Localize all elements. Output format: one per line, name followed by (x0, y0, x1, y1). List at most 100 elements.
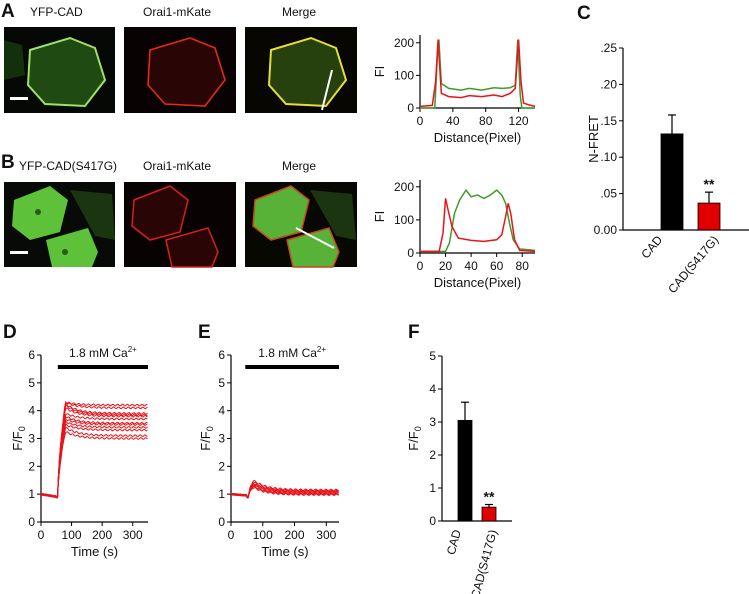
y-tick-label: .05 (600, 187, 617, 201)
fluorescence-trace (40, 401, 148, 499)
chart-C: 0.00 .05 .10 .15 .20 .25 N-FRET CAD CAD(S417G) ** (586, 41, 749, 296)
x-tick-label: 300 (316, 528, 336, 542)
y-tick-label: 6 (218, 348, 225, 362)
y-tick-label: 0 (407, 246, 414, 260)
image-label-merge-a: Merge (282, 5, 316, 19)
bar-cads417g (697, 202, 721, 231)
profile-red-line (420, 198, 536, 253)
y-tick-label: 6 (28, 348, 35, 362)
y-tick-label: .25 (600, 41, 617, 55)
panel-label-c: C (577, 3, 591, 24)
x-tick-label: 0 (228, 528, 235, 542)
micrograph-orai1-b (124, 182, 236, 268)
x-tick-label: 20 (439, 259, 453, 273)
x-tick-label: 80 (516, 259, 530, 273)
x-axis-label: Distance(Pixel) (434, 275, 521, 290)
x-axis-label: Distance(Pixel) (434, 130, 521, 145)
chart-B-profile: 0 100 200 0 20 40 60 80 Distance(Pixel) FI (372, 180, 536, 290)
x-axis-label: Time (s) (261, 544, 308, 559)
y-tick-label: 2 (28, 459, 35, 473)
y-tick-label: 1 (218, 487, 225, 501)
x-axis-label: Time (s) (71, 544, 118, 559)
y-tick-label: 2 (429, 448, 436, 462)
y-tick-label: 100 (394, 68, 414, 82)
profile-line (321, 69, 333, 111)
x-tick-label: 200 (92, 528, 112, 542)
panel-label-d: D (3, 322, 17, 343)
fluorescence-trace (40, 431, 148, 498)
y-tick-label: 3 (218, 432, 225, 446)
x-tick-label: 120 (509, 114, 529, 128)
y-tick-label: 0.00 (594, 223, 618, 237)
scale-bar (10, 97, 28, 100)
micrograph-yfp-cad (4, 27, 115, 113)
y-tick-label: 2 (218, 459, 225, 473)
x-tick-label: 40 (446, 114, 460, 128)
panel-label-e: E (198, 322, 211, 343)
y-axis-label: F/F0 (10, 426, 27, 451)
image-label-orai1-a: Orai1-mKate (143, 5, 211, 19)
y-tick-label: .20 (600, 77, 617, 91)
panel-label-a: A (1, 1, 15, 22)
calcium-label-superscript: 2+ (128, 345, 137, 354)
image-label-merge-b: Merge (282, 159, 316, 173)
y-axis-label: F/F0 (198, 426, 215, 451)
y-tick-label: 0 (218, 515, 225, 529)
panel-label-f: F (408, 322, 420, 343)
micrograph-yfp-cad-s417g (4, 182, 115, 267)
y-tick-label: 0 (429, 514, 436, 528)
y-axis-label: F/F0 (406, 426, 423, 451)
category-label: CAD (638, 233, 665, 262)
chart-D: 0 1 2 3 4 5 6 0 100 200 300 Time (s) F/F0 1.8 mM Ca2+ (10, 345, 148, 559)
y-tick-label: 1 (429, 481, 436, 495)
y-axis-label: N-FRET (586, 115, 601, 163)
y-axis-label-subscript: 0 (17, 426, 27, 431)
y-axis-label-subscript: 0 (205, 426, 215, 431)
bar-cads417g (481, 506, 497, 522)
significance-marker: ** (704, 176, 715, 192)
y-tick-label: 200 (394, 180, 414, 194)
x-tick-label: 200 (285, 528, 305, 542)
y-tick-label: .10 (600, 150, 617, 164)
x-tick-label: 0 (38, 528, 45, 542)
image-label-orai1-b: Orai1-mKate (143, 159, 211, 173)
x-tick-label: 0 (417, 114, 424, 128)
bar-cad (457, 419, 473, 522)
y-tick-label: 5 (218, 376, 225, 390)
y-tick-label: 4 (218, 404, 225, 418)
chart-A-profile: 0 100 200 0 40 80 120 Distance(Pixel) FI (372, 35, 536, 145)
profile-green-line (420, 188, 536, 253)
micrograph-orai1-a (124, 27, 236, 113)
calcium-label: 1.8 mM Ca2+ (258, 345, 326, 360)
fluorescence-trace (230, 487, 340, 499)
category-label: CAD(S417G) (468, 528, 500, 594)
y-tick-label: 4 (429, 382, 436, 396)
significance-marker: ** (484, 489, 495, 505)
scale-bar (10, 251, 28, 254)
x-tick-label: 60 (490, 259, 504, 273)
fluorescence-trace (40, 407, 148, 498)
y-tick-label: 0 (407, 101, 414, 115)
y-tick-label: 200 (394, 36, 414, 50)
fluorescence-trace (40, 420, 148, 499)
y-tick-label: .15 (600, 114, 617, 128)
category-label: CAD(S417G) (665, 233, 721, 296)
x-tick-label: 40 (464, 259, 478, 273)
y-tick-label: 100 (394, 213, 414, 227)
y-tick-label: 5 (28, 376, 35, 390)
y-tick-label: 3 (429, 415, 436, 429)
x-tick-label: 100 (62, 528, 82, 542)
chart-E: 0 1 2 3 4 5 6 0 100 200 300 Time (s) F/F0 1.8 mM Ca2+ (198, 345, 340, 559)
chart-F: 0 1 2 3 4 5 F/F0 CAD CAD(S417G) ** (406, 349, 512, 594)
image-label-yfp-cad-s417g: YFP-CAD(S417G) (19, 159, 117, 173)
y-axis-label: FI (372, 66, 387, 78)
y-tick-label: 5 (429, 349, 436, 363)
x-tick-label: 80 (479, 114, 493, 128)
y-tick-label: 4 (28, 404, 35, 418)
profile-line (295, 227, 335, 249)
bar-cad (660, 133, 684, 231)
panel-label-b: B (1, 152, 15, 173)
calcium-label: 1.8 mM Ca2+ (69, 345, 137, 360)
